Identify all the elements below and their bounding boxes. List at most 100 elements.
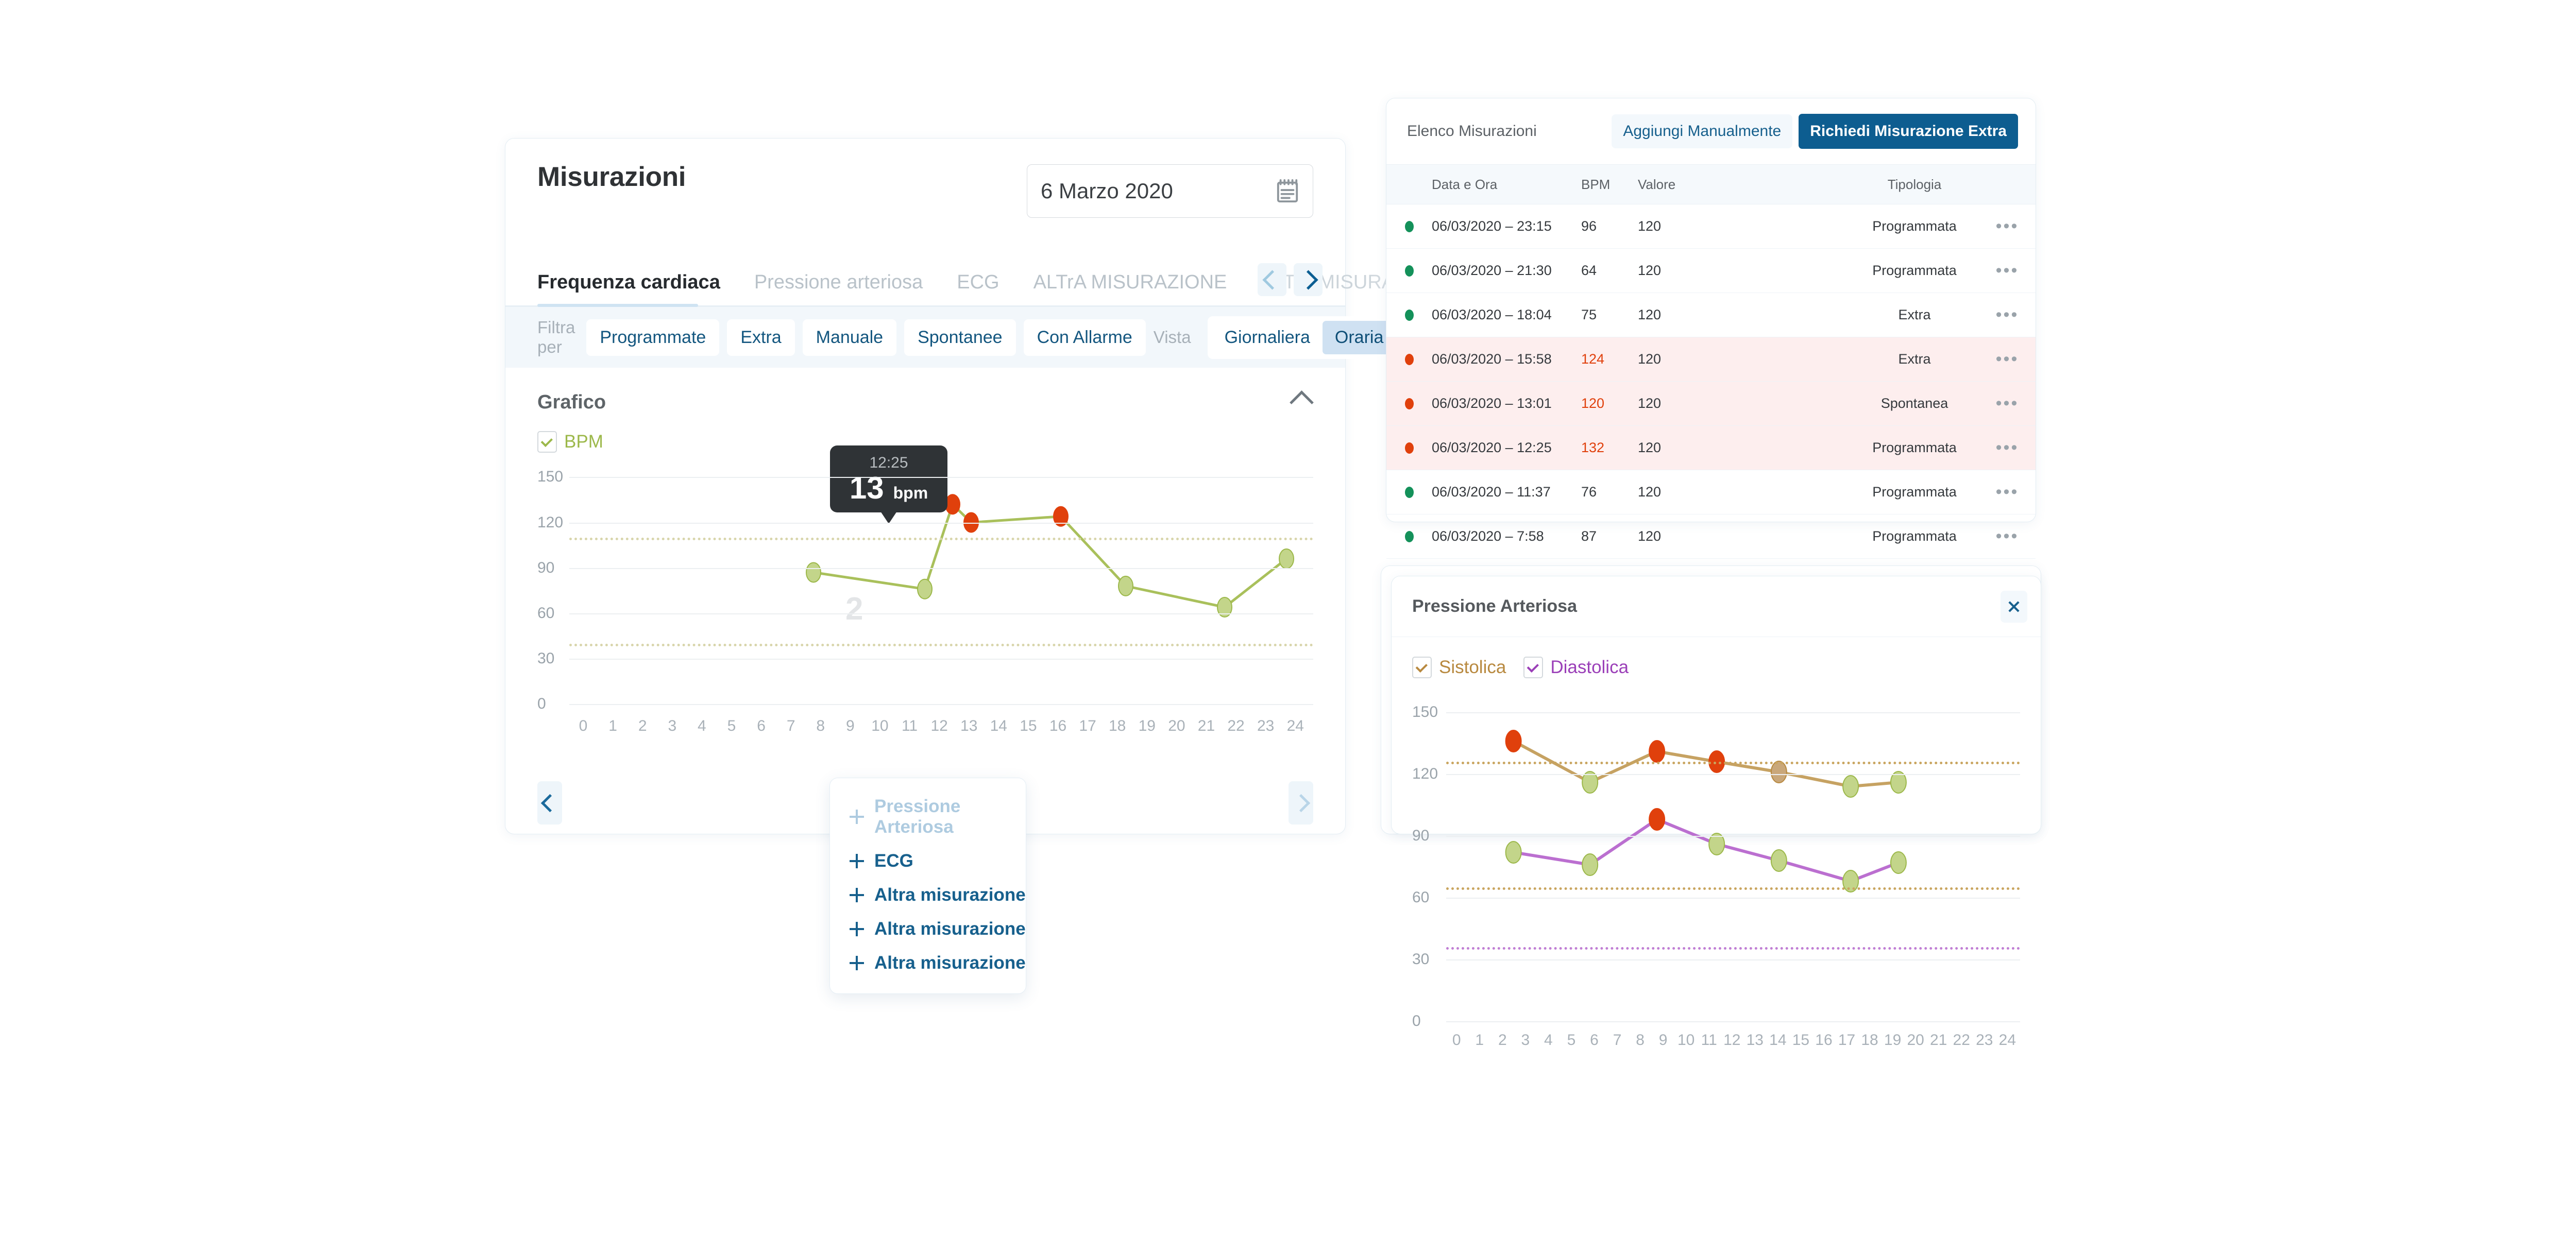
table-row[interactable]: 06/03/2020 – 15:58 124 120 Extra ••• — [1386, 337, 2036, 382]
tab-altra-misurazione-1[interactable]: ALTrA MISURAZIONE — [1033, 271, 1227, 293]
data-point[interactable] — [1770, 761, 1787, 783]
table-column-header: Data e Ora BPM Valore Tipologia — [1386, 164, 2036, 204]
filter-pill-spontanee[interactable]: Spontanee — [904, 319, 1016, 356]
data-point[interactable] — [1770, 849, 1787, 872]
legend-checkbox-sistolica[interactable] — [1412, 657, 1432, 678]
data-point[interactable] — [1890, 771, 1907, 794]
table-row[interactable]: 06/03/2020 – 11:37 76 120 Programmata ••• — [1386, 470, 2036, 514]
data-point[interactable] — [1053, 506, 1069, 527]
tabs-prev-button[interactable] — [1258, 263, 1286, 296]
row-actions-button[interactable]: ••• — [1995, 261, 2019, 280]
x-axis-tick: 12 — [1723, 1032, 1741, 1049]
filter-pill-extra[interactable]: Extra — [727, 319, 795, 356]
x-axis-tick: 22 — [1227, 717, 1245, 734]
data-point[interactable] — [1708, 833, 1725, 855]
request-extra-button[interactable]: Richiedi Misurazione Extra — [1799, 114, 2018, 149]
close-button[interactable] — [2001, 590, 2027, 623]
table-row[interactable]: 06/03/2020 – 12:25 132 120 Programmata ••• — [1386, 426, 2036, 470]
row-actions-button[interactable]: ••• — [1995, 216, 2019, 236]
table-body: 06/03/2020 – 23:15 96 120 Programmata ••• 06/… — [1386, 204, 2036, 559]
tab-pressione-arteriosa[interactable]: Pressione arteriosa — [754, 271, 923, 293]
chart-prev-button[interactable] — [537, 781, 562, 825]
row-datetime: 06/03/2020 – 12:25 — [1432, 440, 1552, 455]
x-axis-tick: 12 — [930, 717, 948, 734]
row-datetime: 06/03/2020 – 18:04 — [1432, 307, 1552, 322]
list-title: Elenco Misurazioni — [1407, 123, 1537, 140]
data-point[interactable] — [1842, 870, 1859, 892]
table-row[interactable]: 06/03/2020 – 21:30 64 120 Programmata ••• — [1386, 249, 2036, 293]
data-point[interactable] — [1582, 771, 1599, 794]
row-actions-button[interactable]: ••• — [1995, 438, 2019, 457]
legend-checkbox-bpm[interactable] — [537, 431, 557, 453]
plus-icon — [850, 810, 864, 824]
menu-item-pressione-arteriosa[interactable]: Pressione Arteriosa — [830, 789, 1026, 844]
table-row[interactable]: 06/03/2020 – 23:15 96 120 Programmata ••• — [1386, 204, 2036, 249]
legend-item-bpm[interactable]: BPM — [537, 431, 603, 453]
calendar-icon[interactable] — [1276, 178, 1299, 204]
chevron-up-icon[interactable] — [1290, 390, 1314, 415]
menu-item-ecg[interactable]: ECG — [830, 844, 1026, 878]
blood-pressure-card: Pressione Arteriosa Sistolica Diastolica… — [1391, 576, 2041, 1049]
reference-line — [1446, 762, 2020, 764]
row-tipologia: Programmata — [1872, 484, 1957, 500]
gridline — [1446, 836, 2020, 837]
row-actions-button[interactable]: ••• — [1995, 482, 2019, 502]
tab-frequenza-cardiaca[interactable]: Frequenza cardiaca — [537, 271, 720, 293]
chart-next-button[interactable] — [1289, 781, 1313, 825]
x-axis-tick: 8 — [816, 717, 825, 734]
row-actions-button[interactable]: ••• — [1995, 305, 2019, 324]
row-status — [1386, 442, 1432, 454]
row-tipologia: Programmata — [1872, 263, 1957, 278]
tab-ecg[interactable]: ECG — [957, 271, 999, 293]
blood-pressure-plot: 0 1 2 3 4 5 6 7 8 9 10 11 12 13 14 15 16 17 18 19 20 21 22 23 24… — [1412, 692, 2020, 1049]
measurements-list-card: Elenco Misurazioni Aggiungi Manualmente … — [1386, 98, 2036, 559]
heart-rate-x-axis: 0 1 2 3 4 5 6 7 8 9 10 11 12 13 14 15 16 17 18 19 20 21 22 23 24 — [568, 717, 1313, 735]
row-actions-button[interactable]: ••• — [1995, 349, 2019, 369]
data-point[interactable] — [1505, 841, 1522, 864]
gridline — [569, 704, 1313, 705]
filter-pill-manuale[interactable]: Manuale — [802, 319, 897, 356]
data-point[interactable] — [1279, 548, 1294, 569]
data-point[interactable] — [806, 562, 821, 583]
menu-item-label: Altra misurazione — [874, 953, 1026, 973]
measurement-tabs[interactable]: Frequenza cardiaca Pressione arteriosa E… — [505, 263, 1454, 307]
menu-item-altra-misurazione-2[interactable]: Altra misurazione — [830, 912, 1026, 946]
menu-item-altra-misurazione-3[interactable]: Altra misurazione — [830, 946, 1026, 980]
data-point[interactable] — [1890, 851, 1907, 874]
add-measurement-menu[interactable]: Pressione Arteriosa ECG Altra misurazion… — [829, 778, 1026, 994]
x-axis-tick: 13 — [1746, 1032, 1764, 1049]
legend-item-sistolica[interactable]: Sistolica — [1412, 657, 1506, 678]
view-option-giornaliera[interactable]: Giornaliera — [1224, 327, 1310, 347]
filter-pill-programmate[interactable]: Programmate — [586, 319, 720, 356]
row-actions-button[interactable]: ••• — [1995, 393, 2019, 413]
x-axis-tick: 9 — [846, 717, 855, 734]
data-point[interactable] — [917, 578, 933, 599]
data-point[interactable] — [1649, 808, 1666, 831]
data-point[interactable] — [1118, 575, 1133, 596]
view-option-oraria[interactable]: Oraria — [1322, 320, 1396, 354]
data-point[interactable] — [1582, 853, 1599, 876]
x-axis-tick: 19 — [1884, 1032, 1902, 1049]
blood-pressure-x-axis: 0 1 2 3 4 5 6 7 8 9 10 11 12 13 14 15 16 17 18 19 20 21 22 23 24 — [1445, 1032, 2020, 1049]
data-point[interactable] — [1217, 597, 1232, 617]
data-point[interactable] — [1649, 740, 1666, 763]
filter-pill-con-allarme[interactable]: Con Allarme — [1023, 319, 1146, 356]
menu-item-altra-misurazione-1[interactable]: Altra misurazione — [830, 878, 1026, 912]
table-row[interactable]: 06/03/2020 – 7:58 87 120 Programmata ••• — [1386, 514, 2036, 559]
date-picker[interactable]: 6 Marzo 2020 — [1027, 164, 1313, 218]
legend-item-diastolica[interactable]: Diastolica — [1523, 657, 1629, 678]
row-tipologia: Extra — [1898, 307, 1931, 322]
data-point[interactable] — [945, 494, 960, 515]
row-datetime: 06/03/2020 – 23:15 — [1432, 218, 1552, 234]
add-manually-button[interactable]: Aggiungi Manualmente — [1612, 114, 1793, 148]
tabs-next-button[interactable] — [1294, 263, 1323, 296]
table-row[interactable]: 06/03/2020 – 13:01 120 120 Spontanea ••• — [1386, 382, 2036, 426]
chart-tooltip: 12:25 13 bpm — [830, 445, 947, 524]
row-actions-button[interactable]: ••• — [1995, 526, 2019, 546]
col-datetime: Data e Ora — [1432, 176, 1498, 192]
data-point[interactable] — [1505, 730, 1522, 752]
legend-checkbox-diastolica[interactable] — [1523, 657, 1544, 678]
table-row[interactable]: 06/03/2020 – 18:04 75 120 Extra ••• — [1386, 293, 2036, 337]
data-point[interactable] — [1842, 775, 1859, 798]
x-axis-tick: 4 — [698, 717, 706, 734]
